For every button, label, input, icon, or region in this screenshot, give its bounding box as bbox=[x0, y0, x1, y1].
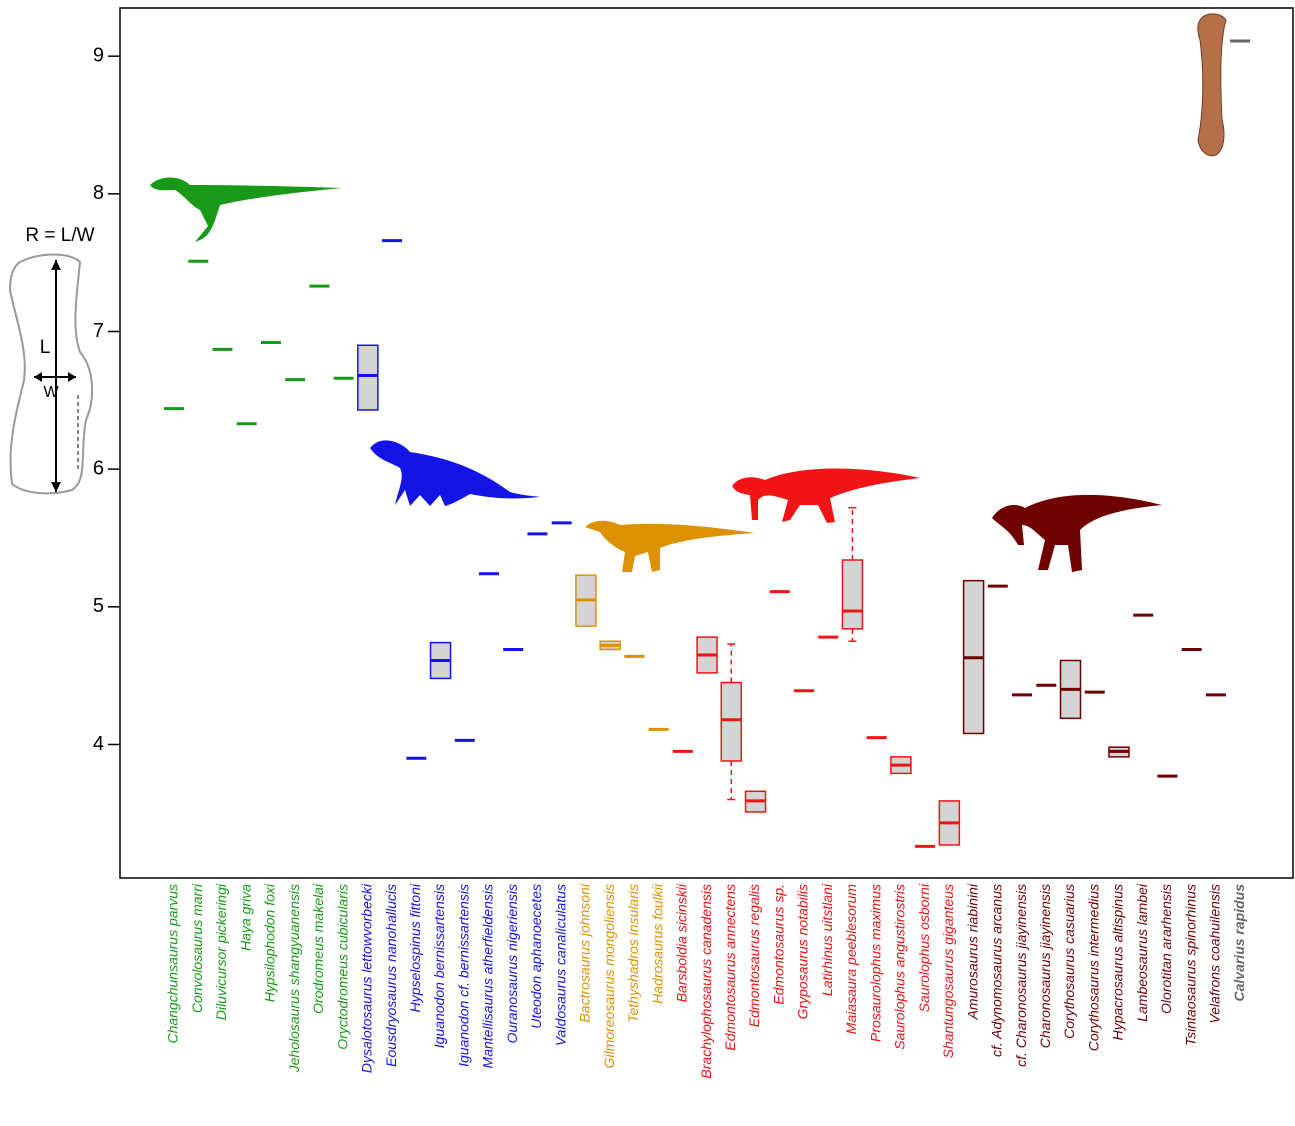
x-tick-label: Olorotitan ararhensis bbox=[1158, 884, 1174, 1014]
x-tick-label: Oryctodromeus cubicularis bbox=[334, 884, 350, 1050]
bone-diagram: R = L/W L W bbox=[8, 225, 95, 495]
x-tick-label: Iguanodon bernissartensis bbox=[431, 884, 447, 1048]
blue-silhouette bbox=[370, 440, 540, 506]
x-tick-label: Maiasaura peeblesorum bbox=[843, 884, 859, 1035]
y-tick-label: 8 bbox=[93, 182, 104, 204]
x-tick-label: Changchunsaurus parvus bbox=[165, 884, 181, 1044]
x-tick-label: Orodromeus makelai bbox=[310, 883, 326, 1014]
bone-photo bbox=[1197, 13, 1227, 157]
x-tick-label: Barsboldia sicinskii bbox=[674, 883, 690, 1002]
x-tick-label: cf. Adynomosaurus arcanus bbox=[989, 884, 1005, 1057]
box bbox=[841, 559, 864, 630]
darkred-silhouette bbox=[992, 494, 1162, 572]
x-tick-label: Ouranosaurus nigeriensis bbox=[504, 884, 520, 1044]
x-tick-label: Mantellisaurus atherfieldensis bbox=[480, 884, 496, 1068]
x-tick-label: Diluvicursor pickeringi bbox=[213, 883, 229, 1020]
x-tick-label: Edmontosaurus regalis bbox=[746, 884, 762, 1027]
x-tick-label: Saurolophus angustirostris bbox=[892, 884, 908, 1050]
x-tick-label: Uteodon aphanoecetes bbox=[528, 884, 544, 1029]
x-tick-label: Charonosaurus jiayinensis bbox=[1037, 884, 1053, 1048]
green-silhouette bbox=[150, 177, 342, 242]
x-tick-label: Jeholosaurus shangyuanensis bbox=[286, 884, 302, 1073]
x-tick-label: Corythosaurus intermedius bbox=[1085, 884, 1101, 1051]
x-tick-label: Convolosaurus marri bbox=[189, 883, 205, 1013]
y-tick-label: 9 bbox=[93, 44, 104, 66]
x-tick-label: Hypacrosaurus altispinus bbox=[1110, 884, 1126, 1040]
x-tick-label: Latirhinus uitstlani bbox=[819, 883, 835, 996]
x-tick-label: Gilmoreosaurus mongoliensis bbox=[601, 884, 617, 1068]
ratio-label: R = L/W bbox=[25, 225, 94, 246]
x-tick-label: Dysalotosaurus lettowvorbecki bbox=[359, 883, 375, 1073]
red-silhouette bbox=[732, 468, 920, 523]
box bbox=[357, 344, 379, 411]
x-tick-label: Edmontosaurus sp. bbox=[770, 884, 786, 1005]
y-tick-label: 5 bbox=[93, 595, 104, 617]
x-tick-label: Iguanodon cf. bernissartensis bbox=[455, 884, 471, 1067]
x-tick-label: Saurolophus osborni bbox=[916, 883, 932, 1012]
x-tick-label: cf. Charonosaurus jiayinensis bbox=[1013, 884, 1029, 1067]
y-tick-label: 4 bbox=[93, 733, 104, 755]
y-tick-label: 7 bbox=[93, 320, 104, 342]
x-tick-label: Amurosaurus riabinini bbox=[964, 883, 980, 1020]
x-tick-label: Corythosaurus casuarius bbox=[1061, 884, 1077, 1039]
x-tick-label: Calvarius rapidus bbox=[1231, 884, 1247, 1002]
plot-frame bbox=[119, 7, 1294, 879]
orange-silhouette bbox=[585, 520, 755, 572]
width-label: W bbox=[43, 384, 59, 401]
x-tick-label: Hypselospinus fittoni bbox=[407, 883, 423, 1012]
length-label: L bbox=[40, 337, 51, 358]
x-tick-label: Edmontosaurus annectens bbox=[722, 884, 738, 1051]
x-tick-label: Prosaurolophus maximus bbox=[867, 884, 883, 1042]
x-tick-label: Gryposaurus notabilis bbox=[795, 884, 811, 1019]
x-tick-label: Shantungosaurus giganteus bbox=[940, 884, 956, 1058]
x-tick-label: Lambeosaurus lambei bbox=[1134, 883, 1150, 1022]
x-tick-label: Hypsilophodon foxi bbox=[262, 883, 278, 1002]
x-tick-label: Bactrosaurus johnsoni bbox=[577, 883, 593, 1022]
x-tick-label: Haya griva bbox=[237, 884, 253, 951]
x-tick-label: Tsintaosaurus spinorhinus bbox=[1182, 884, 1198, 1046]
x-tick-label: Brachylophosaurus canadensis bbox=[698, 884, 714, 1079]
x-tick-label: Hadrosaurus foulkii bbox=[649, 883, 665, 1004]
x-tick-label: Velafrons coahuilensis bbox=[1207, 884, 1223, 1024]
box bbox=[720, 681, 743, 762]
x-tick-label: Valdosaurus canaliculatus bbox=[552, 884, 568, 1046]
x-tick-label: Eousdryosaurus nanohallucis bbox=[383, 884, 399, 1067]
y-tick-label: 6 bbox=[93, 457, 104, 479]
x-tick-label: Tethyshadros insularis bbox=[625, 884, 641, 1023]
